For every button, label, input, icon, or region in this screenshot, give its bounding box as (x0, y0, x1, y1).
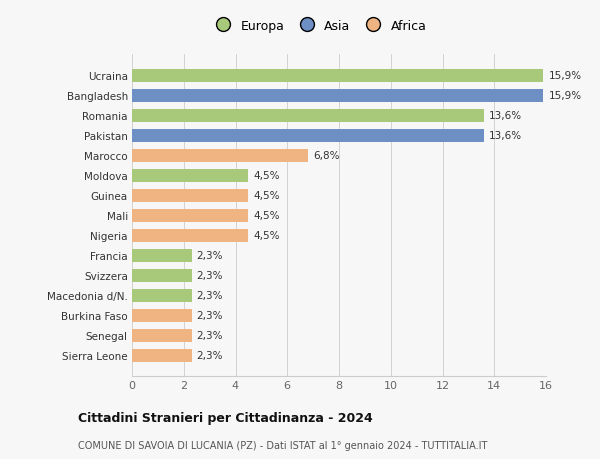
Bar (132, 309, 191, 322)
Text: 2,3%: 2,3% (197, 270, 223, 280)
Bar (132, 249, 191, 262)
Text: 15,9%: 15,9% (548, 91, 582, 101)
Bar (132, 289, 191, 302)
Text: 13,6%: 13,6% (489, 111, 522, 121)
Bar (132, 150, 308, 162)
Text: 2,3%: 2,3% (197, 291, 223, 301)
Text: 4,5%: 4,5% (254, 211, 280, 221)
Legend: Europa, Asia, Africa: Europa, Asia, Africa (211, 20, 426, 33)
Bar (132, 169, 248, 182)
Bar (132, 90, 544, 102)
Bar (132, 269, 191, 282)
Bar (132, 70, 544, 83)
Text: 2,3%: 2,3% (197, 251, 223, 261)
Bar (132, 129, 484, 142)
Text: Cittadini Stranieri per Cittadinanza - 2024: Cittadini Stranieri per Cittadinanza - 2… (78, 412, 373, 425)
Text: 13,6%: 13,6% (489, 131, 522, 141)
Bar (132, 110, 484, 123)
Text: COMUNE DI SAVOIA DI LUCANIA (PZ) - Dati ISTAT al 1° gennaio 2024 - TUTTITALIA.IT: COMUNE DI SAVOIA DI LUCANIA (PZ) - Dati … (78, 440, 487, 450)
Text: 6,8%: 6,8% (313, 151, 340, 161)
Text: 2,3%: 2,3% (197, 330, 223, 340)
Text: 15,9%: 15,9% (548, 71, 582, 81)
Bar (132, 209, 248, 222)
Text: 2,3%: 2,3% (197, 350, 223, 360)
Bar (132, 229, 248, 242)
Text: 4,5%: 4,5% (254, 231, 280, 241)
Text: 4,5%: 4,5% (254, 171, 280, 181)
Text: 4,5%: 4,5% (254, 191, 280, 201)
Bar (132, 189, 248, 202)
Bar (132, 329, 191, 342)
Text: 2,3%: 2,3% (197, 310, 223, 320)
Bar (132, 349, 191, 362)
